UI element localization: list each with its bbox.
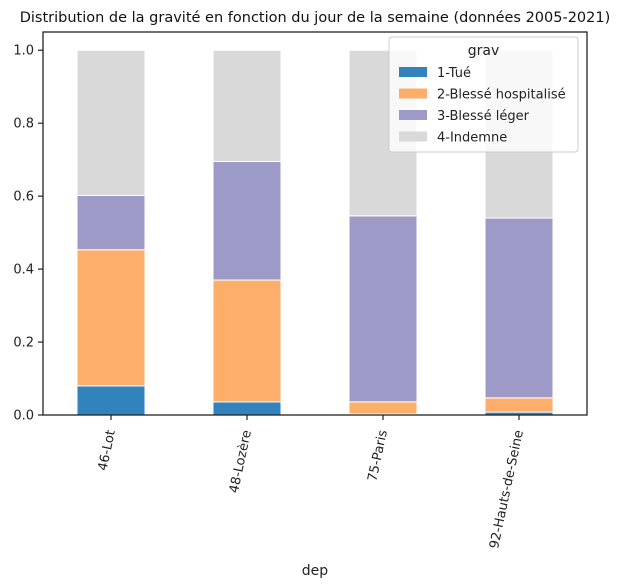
legend-box (388, 36, 579, 153)
x-tick-label: 46-Lot (96, 429, 119, 473)
legend-label-2: 2-Blessé hospitalisé (437, 88, 566, 103)
x-axis: 46-Lot 48-Lozère 75-Paris 92-Hauts-de-Seine (96, 415, 527, 550)
legend-swatch-3 (399, 110, 427, 120)
x-axis-label: dep (302, 563, 329, 579)
bar-1-series-1 (76, 385, 146, 416)
bar-1-series-2 (76, 249, 146, 387)
bar-2-series-4 (212, 49, 282, 162)
y-tick-label: 0.2 (13, 336, 34, 351)
y-tick-label: 0.0 (13, 409, 34, 424)
bar-4-series-3 (484, 217, 554, 399)
chart-title: Distribution de la gravité en fonction d… (20, 10, 611, 26)
bar-3-series-2 (348, 401, 418, 415)
bar-2-series-3 (212, 160, 282, 281)
x-tick-label: 75-Paris (365, 428, 391, 482)
bar-3-series-3 (348, 215, 418, 403)
y-axis: 0.0 0.2 0.4 0.6 0.8 1.0 (13, 44, 43, 424)
bar-4-series-2 (484, 397, 554, 413)
legend-label-4: 4-Indemne (437, 131, 507, 146)
y-tick-label: 1.0 (13, 44, 34, 59)
x-tick-label: 48-Lozère (227, 429, 255, 495)
legend-swatch-2 (399, 88, 427, 99)
bar-1-series-4 (76, 49, 146, 196)
y-tick-label: 0.8 (13, 117, 34, 132)
legend-title: grav (468, 43, 500, 59)
bar-2-series-1 (212, 401, 282, 416)
bar-2-series-2 (212, 279, 282, 403)
legend-swatch-1 (399, 67, 427, 77)
y-tick-label: 0.6 (13, 190, 34, 205)
plot-frame (42, 31, 588, 416)
y-tick-label: 0.4 (13, 263, 34, 278)
x-tick-label: 92-Hauts-de-Seine (487, 429, 527, 550)
legend: grav 1-Tué 2-Blessé hospitalisé 3-Blessé lé… (388, 36, 579, 153)
legend-label-1: 1-Tué (437, 66, 471, 81)
bar-1-series-3 (76, 194, 146, 251)
legend-swatch-4 (399, 131, 427, 142)
legend-label-3: 3-Blessé léger (437, 109, 530, 124)
